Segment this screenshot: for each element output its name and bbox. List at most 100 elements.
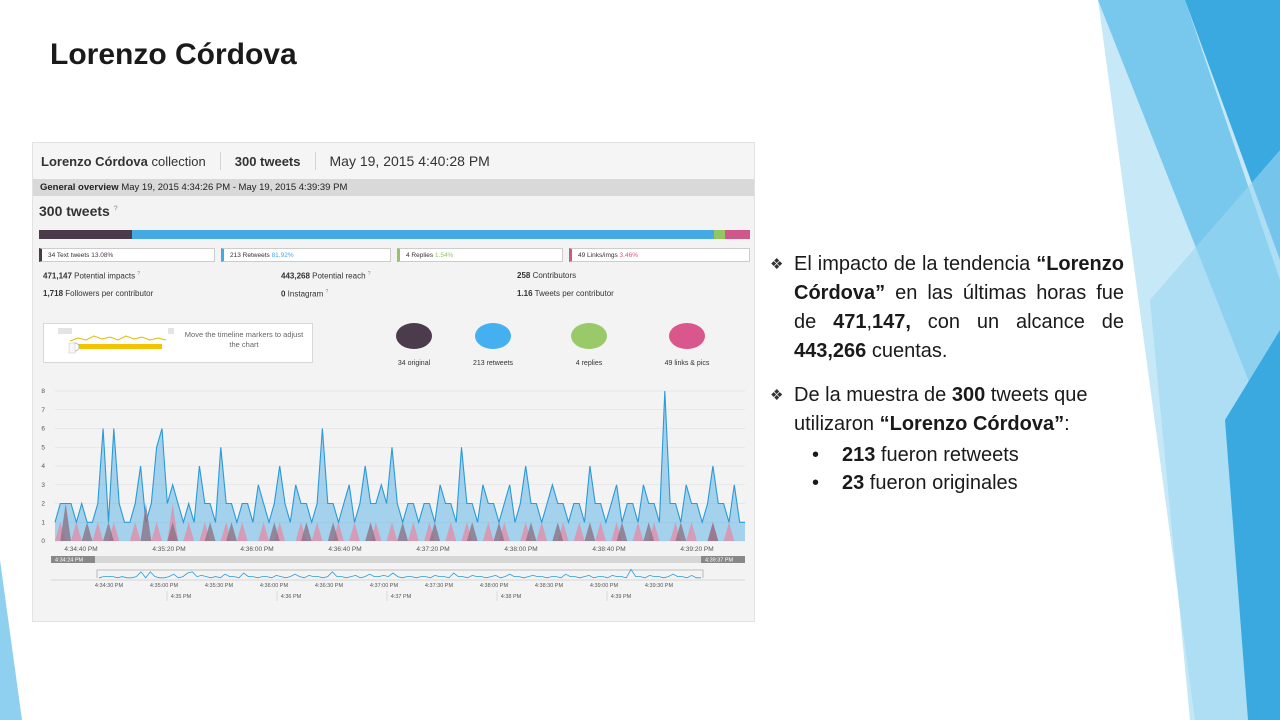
navigator-minor-tick: 4:34:30 PM [95,583,124,589]
x-tick-label: 4:35:20 PM [152,546,185,553]
slide-title: Lorenzo Córdova [50,38,297,71]
overview-range: May 19, 2015 4:34:26 PM - May 19, 2015 4… [121,182,348,193]
stat-item: 0 Instagram ? [281,289,329,299]
y-tick-label: 4 [41,463,45,470]
navigator-minor-tick: 4:38:00 PM [480,583,509,589]
y-tick-label: 5 [41,444,45,451]
stat-item: 258 Contributors [517,271,577,280]
stack-segment-links [725,230,750,239]
tweets-area-chart: 0 1 2 3 4 5 6 7 8 4:34:40 PM 4:35:20 PM 4:36:00 PM… [41,388,745,601]
tweet-type-circle[interactable] [475,323,511,349]
navigator-major-tick: 4:38 PM [501,594,522,600]
tweet-type-label: 49 links & pics [664,360,710,367]
tweet-type-label: 4 replies [575,360,603,367]
collection-header: Lorenzo Córdova collection 300 tweets Ma… [33,143,754,180]
metric-box: 213 Retweets 81.92% [221,248,391,262]
metric-box: 34 Text tweets 13.08% [39,248,215,262]
navigator-major-tick: 4:36 PM [281,594,302,600]
analytics-screenshot: Lorenzo Córdova collection 300 tweets Ma… [32,142,755,622]
navigator-scrollbar[interactable] [51,556,745,563]
timeline-help-text: Move the timeline markers to adjust the … [184,330,304,349]
stat-item: 1,718 Followers per contributor [43,289,154,298]
collection-name: Lorenzo Córdova collection [33,152,221,170]
chart-y-ticks: 0 1 2 3 4 5 6 7 8 [41,388,45,545]
y-tick-label: 7 [41,407,45,414]
stat-item: 471,147 Potential impacts ? [43,271,141,281]
tweet-count: 300 tweets ? [39,203,118,219]
help-icon[interactable]: ? [325,289,329,295]
area-links [55,503,745,541]
area-original [55,503,745,541]
navigator-end-label: 4:39:37 PM [705,558,734,564]
x-tick-label: 4:37:20 PM [416,546,449,553]
timeline-navigator[interactable]: 4:34:24 PM 4:39:37 PM 4:34:30 PM 4:35:00 PM… [51,556,745,601]
navigator-minor-tick: 4:36:30 PM [315,583,344,589]
bullet-sample: ❖ De la muestra de 300 tweets que utiliz… [770,381,1124,439]
y-tick-label: 0 [41,538,45,545]
x-tick-label: 4:36:00 PM [240,546,273,553]
stat-item: 443,268 Potential reach ? [281,271,371,281]
overview-bar: General overview May 19, 2015 4:34:26 PM… [33,179,754,196]
navigator-start-handle[interactable] [51,556,95,563]
header-tweets-count: 300 tweets [221,152,316,170]
help-icon[interactable]: ? [113,205,118,213]
timeline-marker-illustration [58,328,182,354]
chart-areas [54,390,745,541]
tweet-type-circle[interactable] [396,323,432,349]
navigator-minor-tick: 4:35:00 PM [150,583,179,589]
navigator-major-tick: 4:35 PM [171,594,192,600]
chart-x-ticks: 4:34:40 PM 4:35:20 PM 4:36:00 PM 4:36:40 PM… [64,546,713,553]
subitem-originals: • 23 fueron originales [770,469,1124,497]
diamond-bullet-icon: ❖ [770,387,784,404]
navigator-minor-tick: 4:36:00 PM [260,583,289,589]
y-tick-label: 8 [41,388,45,395]
stack-segment-replies [714,230,726,239]
navigator-minor-tick: 4:39:30 PM [645,583,674,589]
bullet-sample-text: De la muestra de 300 tweets que utilizar… [794,384,1088,435]
x-tick-label: 4:38:00 PM [504,546,537,553]
navigator-bracket [96,569,704,578]
y-tick-label: 2 [41,501,45,508]
tweet-type-label: 213 retweets [472,360,514,367]
collection-suffix: collection [151,153,206,169]
bullet-dot-icon: • [812,444,820,466]
navigator-minor-tick: 4:37:30 PM [425,583,454,589]
bullet-dot-icon: • [812,472,820,494]
stack-segment-text [39,230,132,239]
help-icon[interactable]: ? [137,271,141,277]
collection-title: Lorenzo Córdova [41,153,148,169]
tweet-type-label: 34 original [397,360,431,367]
tweet-type-circle[interactable] [669,323,705,349]
y-tick-label: 1 [41,519,45,526]
y-tick-label: 6 [41,426,45,433]
diamond-bullet-icon: ❖ [770,256,784,273]
bullet-impact-text: El impacto de la tendencia “Lorenzo Córd… [794,253,1124,362]
header-timestamp: May 19, 2015 4:40:28 PM [329,153,490,169]
navigator-major-tick: 4:39 PM [611,594,632,600]
navigator-end-handle[interactable] [701,556,745,563]
tweet-type-stack-bar [39,230,750,239]
navigator-minor-tick: 4:38:30 PM [535,583,564,589]
x-tick-label: 4:38:40 PM [592,546,625,553]
metric-box: 4 Replies 1.54% [397,248,563,262]
y-tick-label: 3 [41,482,45,489]
subitem-retweets: • 213 fueron retweets [770,441,1124,469]
navigator-minor-tick: 4:39:00 PM [590,583,619,589]
stat-item: 1.16 Tweets per contributor [517,289,614,298]
x-tick-label: 4:34:40 PM [64,546,97,553]
navigator-major-tick: 4:37 PM [391,594,412,600]
navigator-minor-tick: 4:35:30 PM [205,583,234,589]
tweet-type-circle[interactable] [571,323,607,349]
x-tick-label: 4:36:40 PM [328,546,361,553]
overview-label: General overview [40,182,119,193]
navigator-minimap-line [98,568,701,579]
navigator-minor-tick: 4:37:00 PM [370,583,399,589]
sample-subitems: • 213 fueron retweets • 23 fueron original… [770,441,1124,497]
help-icon[interactable]: ? [367,271,371,277]
navigator-start-label: 4:34:24 PM [55,558,84,564]
timeline-help-box: Move the timeline markers to adjust the … [43,323,313,363]
tweet-count-value: 300 tweets [39,203,110,219]
x-tick-label: 4:39:20 PM [680,546,713,553]
stack-segment-retweets [131,230,715,239]
metric-box: 49 Links/imgs 3.46% [569,248,750,262]
